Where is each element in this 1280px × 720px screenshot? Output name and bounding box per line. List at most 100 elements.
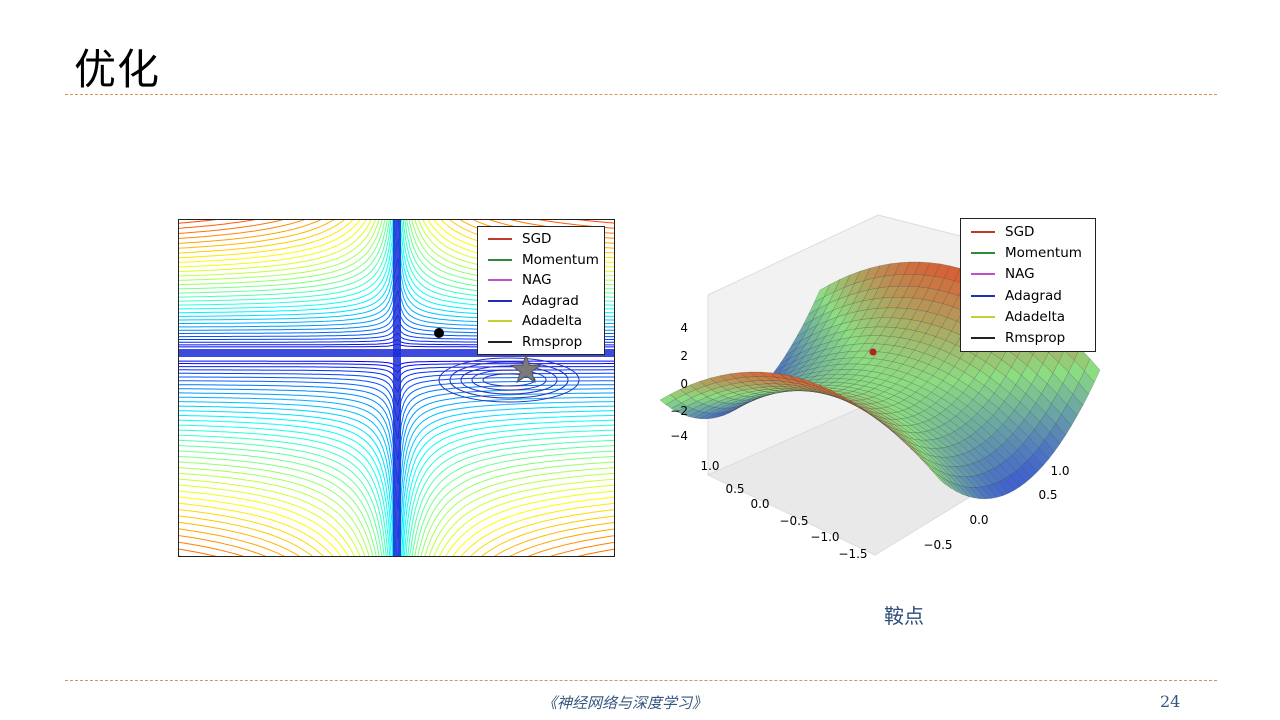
contour-basin-line (460, 365, 558, 395)
y-tick-label: −0.5 (923, 538, 952, 552)
contour-line (179, 496, 614, 556)
contour-line (179, 528, 614, 556)
surface-cell (998, 478, 1015, 494)
start-point-marker (434, 328, 444, 338)
y-tick-label: 0.0 (969, 513, 988, 527)
surface-cell (963, 486, 981, 500)
legend-label: Adagrad (1005, 287, 1062, 304)
legend-label: Adagrad (522, 292, 579, 309)
surface-cell (941, 476, 958, 493)
surface-cell (929, 468, 946, 485)
x-tick-label: −1.0 (810, 530, 839, 544)
y-tick-label: 1.0 (1050, 464, 1069, 478)
contour-line (179, 461, 614, 556)
contour-lines (179, 220, 614, 556)
z-tick-label: 4 (680, 321, 688, 335)
surface-cell (935, 472, 952, 489)
surface-cell (1061, 404, 1078, 427)
saddle-surface-plot: 4 2 0 −2 −4 1.0 0.5 0.0 −0.5 −1.0 −1.5 1.0 0.5 0.0 −0.… (659, 205, 1101, 575)
contour-line (179, 502, 614, 556)
surface-cell (1003, 474, 1021, 491)
legend-entry-momentum: Momentum (961, 242, 1095, 263)
surface-cell (1021, 460, 1038, 478)
contour-line (179, 220, 614, 234)
legend-label: Adadelta (1005, 308, 1066, 325)
surface-cell (952, 482, 970, 498)
surface-cell (969, 487, 987, 500)
surface-cell (992, 481, 1010, 496)
legend-entry-adagrad: Adagrad (478, 291, 604, 312)
legend-entry-nag: NAG (478, 270, 604, 291)
x-tick-label: −1.5 (838, 547, 867, 561)
contour-plot-canvas (179, 220, 614, 556)
contour-line (179, 515, 614, 556)
surface-cell (980, 485, 998, 499)
legend-entry-adagrad: Adagrad (961, 285, 1095, 306)
contour-line (179, 434, 614, 556)
slide-title: 优化 (74, 45, 161, 94)
legend-swatch (488, 299, 512, 302)
minimum-star-marker (510, 353, 542, 384)
z-tick-label: 0 (680, 377, 688, 391)
contour-line (179, 429, 614, 556)
legend-entry-momentum: Momentum (478, 250, 604, 271)
legend-swatch (971, 230, 995, 233)
x-tick-label: 0.5 (725, 482, 744, 496)
legend-label: Adadelta (522, 313, 583, 330)
surface-cell (1043, 431, 1061, 453)
contour-basin-line (482, 373, 536, 387)
contour-line (179, 509, 614, 556)
contour-line (179, 467, 614, 556)
contour-legend: SGD Momentum NAG Adagrad Adadelta Rmspro… (477, 226, 605, 355)
surface-cell (1072, 382, 1089, 406)
y-tick-label: 0.5 (1038, 488, 1057, 502)
contour-line (179, 424, 614, 556)
legend-label: Rmsprop (1005, 330, 1066, 347)
x-tick-label: 1.0 (700, 459, 719, 473)
surface-legend: SGD Momentum NAG Adagrad Adadelta Rmspro… (960, 218, 1096, 352)
contour-line (179, 484, 614, 556)
legend-swatch (488, 340, 512, 343)
legend-label: Momentum (1005, 244, 1082, 261)
legend-entry-sgd: SGD (961, 221, 1095, 242)
contour-basin-line (438, 357, 580, 403)
legend-label: NAG (1005, 266, 1035, 283)
contour-basin-line (449, 361, 569, 399)
legend-entry-adadelta: Adadelta (961, 306, 1095, 327)
legend-entry-nag: NAG (961, 264, 1095, 285)
legend-swatch (971, 294, 995, 297)
figure-caption: 鞍点 (884, 604, 924, 628)
contour-line (179, 410, 614, 556)
saddle-point-marker (869, 348, 877, 356)
z-tick-label: 2 (680, 349, 688, 363)
contour-line (179, 490, 614, 556)
contour-line (179, 472, 614, 556)
legend-label: NAG (522, 272, 552, 289)
contour-line (179, 521, 614, 556)
page-number: 24 (1160, 692, 1181, 711)
legend-label: SGD (1005, 223, 1035, 240)
legend-entry-adadelta: Adadelta (478, 311, 604, 332)
contour-line (179, 445, 614, 556)
legend-swatch (971, 273, 995, 276)
legend-label: SGD (522, 231, 552, 248)
contour-line (179, 419, 614, 556)
contour-line (179, 220, 614, 229)
legend-entry-rmsprop: Rmsprop (478, 332, 604, 353)
legend-label: Rmsprop (522, 333, 583, 350)
contour-basin-line (471, 369, 547, 391)
contour-line (179, 439, 614, 556)
x-tick-label: 0.0 (750, 497, 769, 511)
legend-swatch (488, 258, 512, 261)
contour-line (179, 414, 614, 556)
legend-label: Momentum (522, 251, 599, 268)
contour-line (179, 478, 614, 556)
legend-entry-rmsprop: Rmsprop (961, 327, 1095, 348)
contour-line (179, 450, 614, 556)
legend-swatch (971, 337, 995, 340)
contour-line (179, 405, 614, 556)
z-tick-label: −2 (670, 404, 688, 418)
contour-line (179, 535, 614, 556)
legend-swatch (488, 279, 512, 282)
top-divider (65, 94, 1217, 95)
